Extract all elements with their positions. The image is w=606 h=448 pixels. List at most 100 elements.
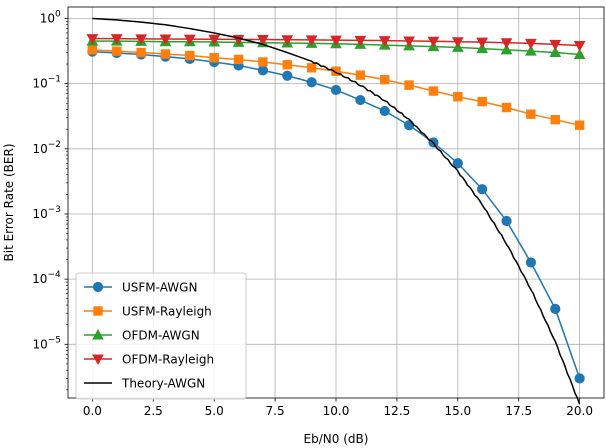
data-point-usfm-rayleigh [306, 63, 317, 73]
data-point-ofdm-rayleigh [305, 35, 318, 46]
data-point-usfm-rayleigh [501, 102, 512, 113]
axis-ticks: 0.0 2.5 5.0 7.5 10.0 12.5 15.0 17.5 20.010010−11… [32, 9, 593, 418]
data-point-usfm-awgn [330, 84, 342, 96]
legend-label: OFDM-AWGN [122, 329, 200, 343]
data-point-usfm-rayleigh [453, 92, 463, 102]
data-point-ofdm-rayleigh [476, 37, 489, 49]
legend-label: USFM-Rayleigh [122, 305, 212, 319]
data-point-ofdm-rayleigh [378, 36, 391, 47]
data-point-ofdm-rayleigh [183, 34, 196, 46]
data-point-usfm-awgn [452, 158, 463, 169]
legend-item: Theory-AWGN [84, 377, 205, 391]
x-tick-label: 20.0 [566, 404, 593, 418]
data-point-ofdm-awgn [500, 43, 513, 55]
legend-box [75, 272, 247, 400]
y-tick-exponent: 0 [55, 9, 61, 19]
data-point-usfm-rayleigh [136, 47, 146, 58]
data-point-usfm-awgn [355, 94, 366, 106]
x-tick-label: 10.0 [323, 404, 350, 418]
data-point-usfm-rayleigh [160, 49, 171, 59]
legend-label: USFM-AWGN [122, 281, 197, 295]
data-point-ofdm-rayleigh [451, 37, 464, 48]
series-layer [86, 17, 586, 405]
series-line-theory-awgn [92, 17, 581, 405]
data-point-ofdm-rayleigh [549, 39, 562, 51]
data-point-usfm-rayleigh [550, 114, 560, 125]
data-point-ofdm-rayleigh [330, 35, 342, 47]
data-point-usfm-rayleigh [404, 80, 414, 90]
data-point-ofdm-rayleigh [159, 34, 172, 45]
y-tick-mantissa: 10 [40, 11, 55, 25]
y-tick-label: 10−5 [32, 335, 61, 351]
data-point-ofdm-rayleigh [257, 35, 269, 46]
y-tick-mantissa: 10 [32, 77, 47, 91]
data-point-ofdm-rayleigh [208, 34, 221, 46]
data-point-ofdm-rayleigh [573, 40, 586, 52]
data-point-usfm-rayleigh [185, 50, 195, 61]
data-point-usfm-rayleigh [209, 53, 219, 63]
data-point-ofdm-rayleigh [354, 35, 367, 47]
data-point-ofdm-rayleigh [135, 34, 147, 45]
y-tick-label: 10−3 [32, 205, 61, 221]
data-point-usfm-rayleigh [331, 66, 341, 76]
series-theory-awgn [92, 17, 581, 405]
legend-item: OFDM-Rayleigh [84, 353, 214, 367]
data-point-ofdm-rayleigh [281, 35, 294, 46]
x-tick-label: 17.5 [505, 404, 532, 418]
y-tick-mantissa: 10 [32, 337, 47, 351]
series-usfm-rayleigh [87, 45, 585, 130]
legend-swatch-marker [92, 354, 104, 366]
data-point-usfm-rayleigh [355, 70, 366, 80]
y-tick-label: 10−4 [32, 270, 61, 286]
x-tick-label: 0.0 [83, 404, 102, 418]
y-tick-label: 10−2 [32, 140, 61, 156]
y-tick-exponent: −5 [48, 335, 61, 345]
y-tick-exponent: −4 [47, 270, 61, 280]
data-point-usfm-rayleigh [526, 109, 536, 119]
y-axis-label: Bit Error Rate (BER) [2, 144, 16, 262]
data-point-usfm-awgn [306, 77, 317, 88]
data-point-usfm-awgn [501, 215, 512, 227]
grid [68, 7, 604, 398]
y-tick-exponent: −1 [48, 75, 61, 85]
y-tick-exponent: −3 [48, 205, 61, 215]
data-point-usfm-rayleigh [282, 60, 292, 70]
data-point-ofdm-awgn [525, 45, 537, 56]
series-ofdm-rayleigh [86, 34, 586, 52]
x-tick-label: 5.0 [205, 404, 224, 418]
data-point-usfm-rayleigh [112, 46, 122, 56]
legend-item: USFM-AWGN [84, 281, 197, 295]
data-point-usfm-awgn [257, 65, 269, 76]
data-point-ofdm-awgn [549, 46, 562, 58]
y-tick-label: 100 [40, 9, 61, 25]
legend-label: Theory-AWGN [121, 377, 205, 391]
data-point-usfm-awgn [379, 105, 390, 117]
x-tick-label: 12.5 [384, 404, 411, 418]
data-point-usfm-rayleigh [87, 45, 98, 55]
data-point-usfm-rayleigh [477, 96, 487, 107]
data-point-ofdm-rayleigh [500, 38, 513, 49]
data-point-ofdm-awgn [573, 48, 586, 60]
legend-swatch-marker [92, 328, 104, 340]
data-point-usfm-rayleigh [233, 54, 244, 65]
data-point-usfm-rayleigh [574, 120, 585, 130]
legend-item: USFM-Rayleigh [84, 305, 212, 319]
y-tick-mantissa: 10 [32, 272, 47, 286]
data-point-usfm-rayleigh [380, 74, 390, 85]
legend-item: OFDM-AWGN [84, 329, 200, 343]
data-point-usfm-awgn [525, 257, 537, 268]
legend: USFM-AWGN USFM-Rayleigh OFDM-AWGN OFDM-Rayl… [75, 272, 247, 400]
data-point-usfm-awgn [477, 184, 488, 195]
data-point-ofdm-rayleigh [403, 36, 415, 47]
y-tick-label: 10−1 [32, 75, 61, 91]
x-tick-label: 2.5 [144, 404, 163, 418]
x-tick-label: 7.5 [266, 404, 285, 418]
legend-label: OFDM-Rayleigh [122, 353, 214, 367]
y-tick-exponent: −2 [48, 140, 61, 150]
data-point-usfm-rayleigh [428, 86, 439, 96]
x-tick-label: 15.0 [444, 404, 471, 418]
data-point-usfm-rayleigh [258, 57, 268, 67]
data-point-ofdm-rayleigh [427, 36, 440, 48]
data-point-ofdm-rayleigh [110, 34, 123, 45]
